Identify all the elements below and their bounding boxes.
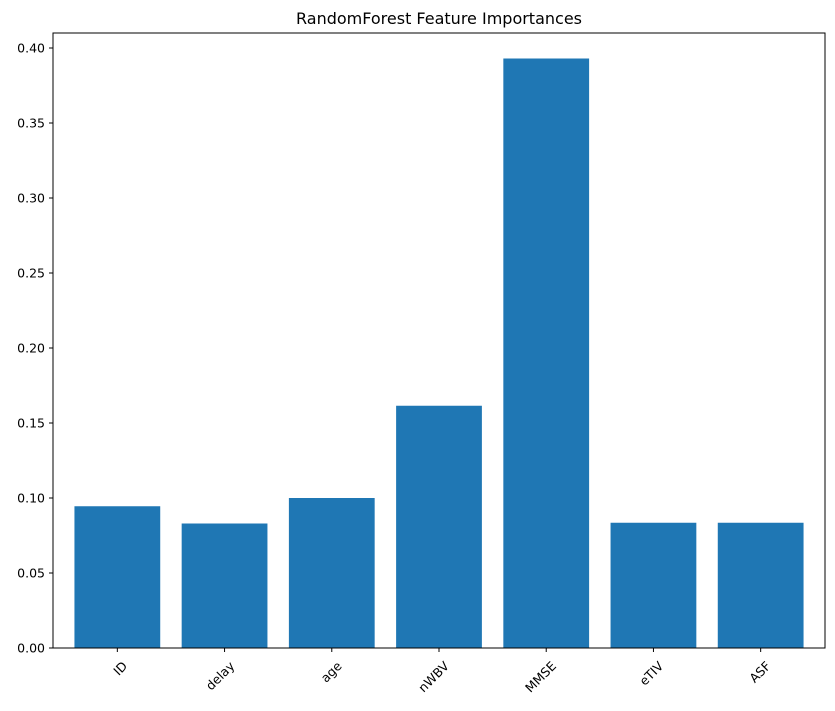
x-tick-label: eTIV [636,658,666,688]
y-tick-label: 0.20 [17,341,45,356]
y-tick-label: 0.35 [17,116,45,131]
bar-eTIV [610,522,697,648]
bar-nWBV [396,405,482,648]
chart-title: RandomForest Feature Importances [296,9,582,28]
x-tick-label: delay [203,658,238,693]
bar-age [288,498,375,648]
plot-frame [52,32,826,649]
y-tick-label: 0.10 [17,491,45,506]
bar-delay [181,523,268,648]
bar-ASF [717,522,804,648]
x-tick-label: MMSE [522,658,559,695]
y-tick-label: 0.05 [17,566,45,581]
y-tick-label: 0.30 [17,191,45,206]
y-tick-label: 0.40 [17,41,45,56]
y-tick-label: 0.00 [17,641,45,656]
x-axis: ID delay age nWBV MMSE eTIV ASF [110,648,774,695]
x-tick-label: ASF [746,658,773,685]
x-tick-label: nWBV [415,658,452,695]
x-tick-label: ID [110,658,130,678]
y-tick-label: 0.15 [17,416,45,431]
bar-MMSE [503,58,590,648]
y-tick-label: 0.25 [17,266,45,281]
bars-layer [74,58,804,648]
bar-ID [74,506,161,648]
y-axis: 0.00 0.05 0.10 0.15 0.20 0.25 0.30 0.35 0.40 [17,41,53,656]
x-tick-label: age [318,658,345,685]
